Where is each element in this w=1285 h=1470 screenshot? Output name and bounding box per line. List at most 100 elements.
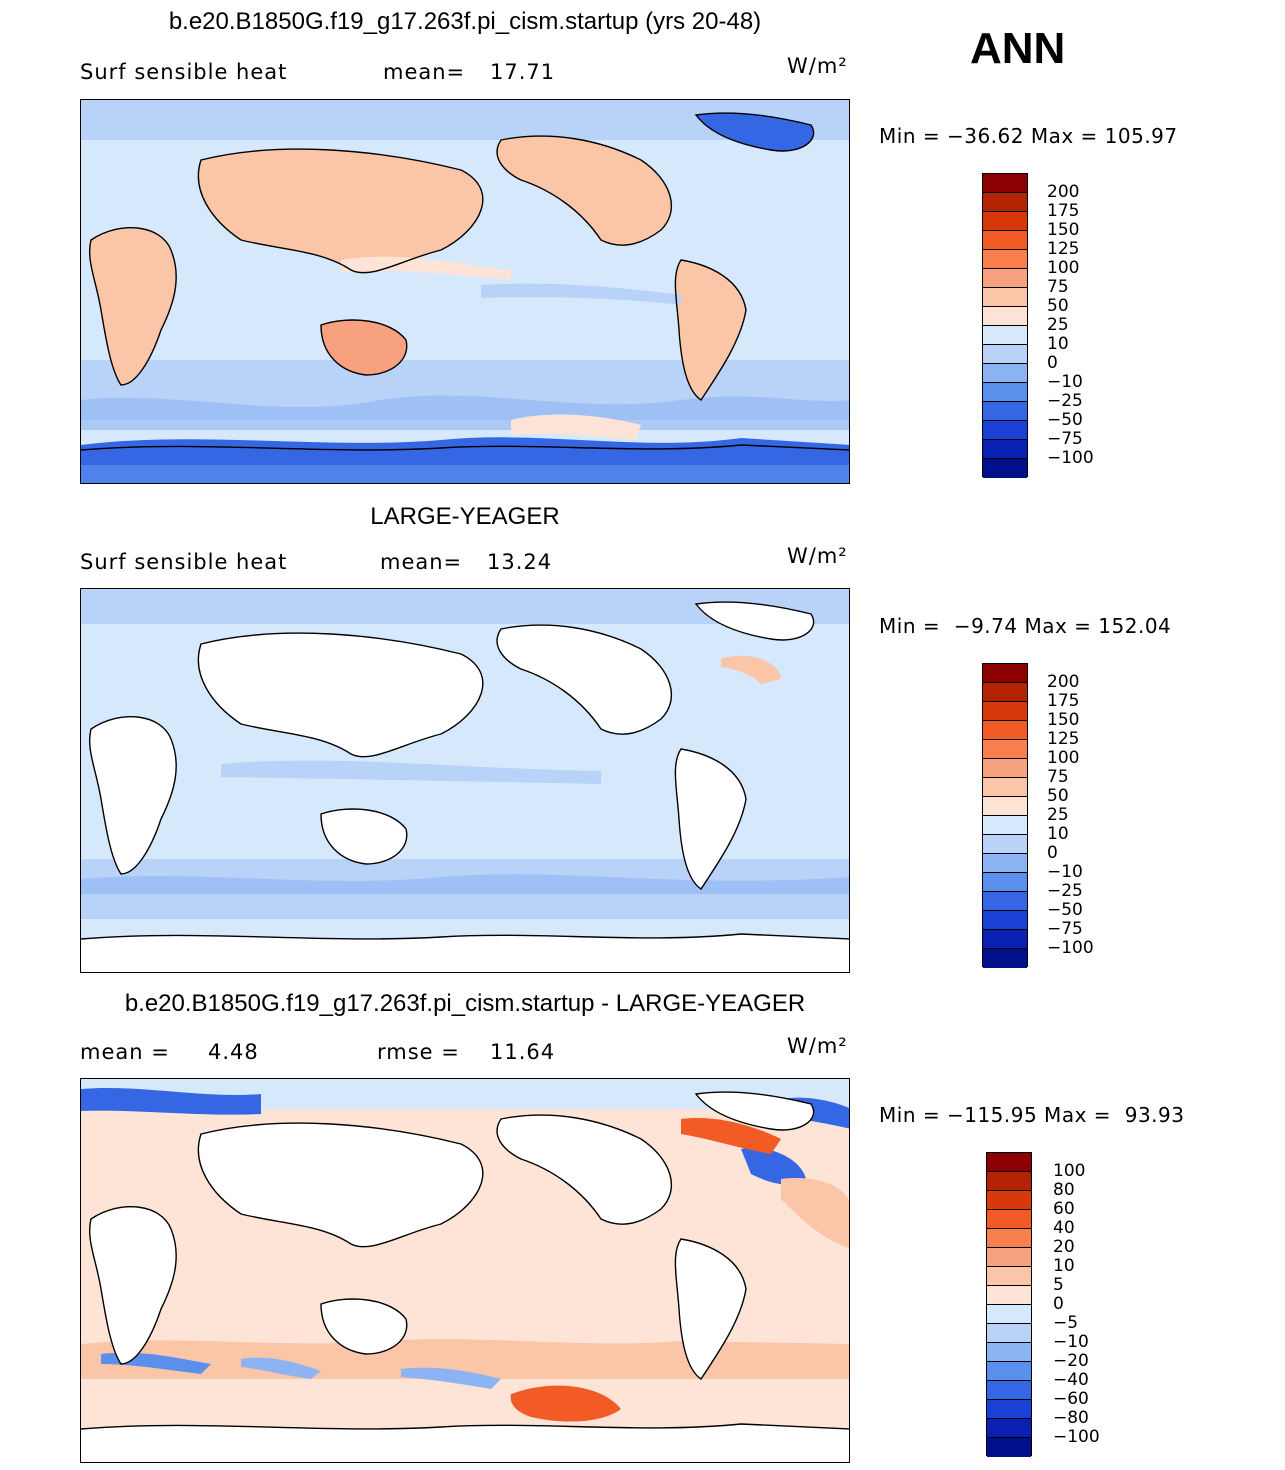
colorbar-swatch [983,193,1027,212]
colorbar-label: 10 [1047,334,1069,354]
colorbar-swatch [987,1324,1031,1343]
colorbar-label: 200 [1047,672,1080,692]
colorbar-swatch [987,1229,1031,1248]
colorbar-label: 5 [1053,1275,1064,1295]
colorbar-label: 20 [1053,1237,1075,1257]
colorbar-label: 100 [1047,748,1080,768]
colorbar-label: 0 [1053,1294,1064,1314]
panel2-variable: Surf sensible heat [80,550,288,574]
panel3-rmse-label: rmse = [377,1040,460,1064]
panel3-mean-value: 4.48 [208,1040,259,1064]
colorbar-swatch [983,288,1027,307]
season-label: ANN [970,24,1066,73]
colorbar-swatch [983,835,1027,854]
colorbar-swatch [983,873,1027,892]
colorbar-label: 175 [1047,691,1080,711]
colorbar-swatch [983,854,1027,873]
colorbar-label: 10 [1053,1256,1075,1276]
colorbar-label: −75 [1047,919,1083,939]
colorbar-label: −50 [1047,410,1083,430]
colorbar-swatch [987,1305,1031,1324]
panel3-map-field [81,1079,849,1462]
colorbar-swatch [983,683,1027,702]
colorbar-label: −10 [1047,862,1083,882]
colorbar-label: 100 [1053,1161,1086,1181]
panel3-colorbar [986,1152,1032,1457]
colorbar-swatch [987,1438,1031,1457]
colorbar-label: −100 [1053,1427,1100,1447]
colorbar-label: 100 [1047,258,1080,278]
colorbar-label: 150 [1047,220,1080,240]
colorbar-label: 200 [1047,182,1080,202]
colorbar-swatch [983,307,1027,326]
colorbar-label: −40 [1053,1370,1089,1390]
colorbar-label: −10 [1053,1332,1089,1352]
colorbar-swatch [983,326,1027,345]
colorbar-label: 175 [1047,201,1080,221]
colorbar-swatch [987,1400,1031,1419]
panel1-units: W/m² [787,54,848,78]
colorbar-label: 60 [1053,1199,1075,1219]
colorbar-label: 40 [1053,1218,1075,1238]
colorbar-swatch [987,1419,1031,1438]
colorbar-swatch [987,1191,1031,1210]
panel1-title: b.e20.B1850G.f19_g17.263f.pi_cism.startu… [168,8,762,35]
panel2-min-max: Min = −9.74 Max = 152.04 [879,614,1172,638]
colorbar-label: 150 [1047,710,1080,730]
panel1-colorbar [982,173,1028,478]
colorbar-swatch [983,250,1027,269]
panel1-map [80,99,850,484]
colorbar-swatch [983,892,1027,911]
colorbar-label: 125 [1047,729,1080,749]
colorbar-label: −5 [1053,1313,1079,1333]
colorbar-label: 80 [1053,1180,1075,1200]
panel3-min-max: Min = −115.95 Max = 93.93 [879,1103,1185,1127]
colorbar-label: 25 [1047,805,1069,825]
panel1-map-field [81,100,849,483]
panel2-map [80,588,850,973]
colorbar-swatch [983,759,1027,778]
panel2-mean-value: 13.24 [487,550,553,574]
colorbar-label: −50 [1047,900,1083,920]
colorbar-swatch [983,930,1027,949]
south-america-shape [675,260,746,400]
colorbar-swatch [983,911,1027,930]
panel1-mean-label: mean= [383,60,466,84]
panel1-colorbar-labels: 200 175 150 125 100 75 50 25 10 0 −10 −25 −50 −75 −100 [1047,183,1094,468]
colorbar-swatch [983,721,1027,740]
colorbar-swatch [987,1210,1031,1229]
panel2-colorbar [982,663,1028,968]
panel1-variable: Surf sensible heat [80,60,288,84]
panel3-title: b.e20.B1850G.f19_g17.263f.pi_cism.startu… [124,990,806,1017]
colorbar-swatch [987,1153,1031,1172]
panel3-mean-label: mean = [80,1040,170,1064]
colorbar-swatch [983,816,1027,835]
panel2-title: LARGE-YEAGER [370,503,560,530]
panel2-mean-label: mean= [380,550,463,574]
colorbar-label: 25 [1047,315,1069,335]
colorbar-swatch [987,1381,1031,1400]
panel3-colorbar-labels: 100 80 60 40 20 10 5 0 −5 −10 −20 −40 −60 −80 −100 [1053,1162,1100,1447]
panel3-map [80,1078,850,1463]
colorbar-label: −75 [1047,429,1083,449]
colorbar-swatch [983,778,1027,797]
colorbar-label: 75 [1047,277,1069,297]
colorbar-swatch [983,383,1027,402]
colorbar-swatch [983,421,1027,440]
colorbar-label: −100 [1047,938,1094,958]
colorbar-swatch [983,402,1027,421]
colorbar-swatch [983,364,1027,383]
north-america-shape [497,136,672,246]
colorbar-swatch [987,1343,1031,1362]
eurasia-shape [198,149,483,273]
colorbar-label: 50 [1047,296,1069,316]
colorbar-swatch [987,1362,1031,1381]
colorbar-label: −80 [1053,1408,1089,1428]
colorbar-label: −100 [1047,448,1094,468]
colorbar-swatch [983,797,1027,816]
colorbar-swatch [983,231,1027,250]
colorbar-label: −60 [1053,1389,1089,1409]
panel3-units: W/m² [787,1034,848,1058]
colorbar-label: 0 [1047,353,1058,373]
panel3-rmse-value: 11.64 [490,1040,556,1064]
